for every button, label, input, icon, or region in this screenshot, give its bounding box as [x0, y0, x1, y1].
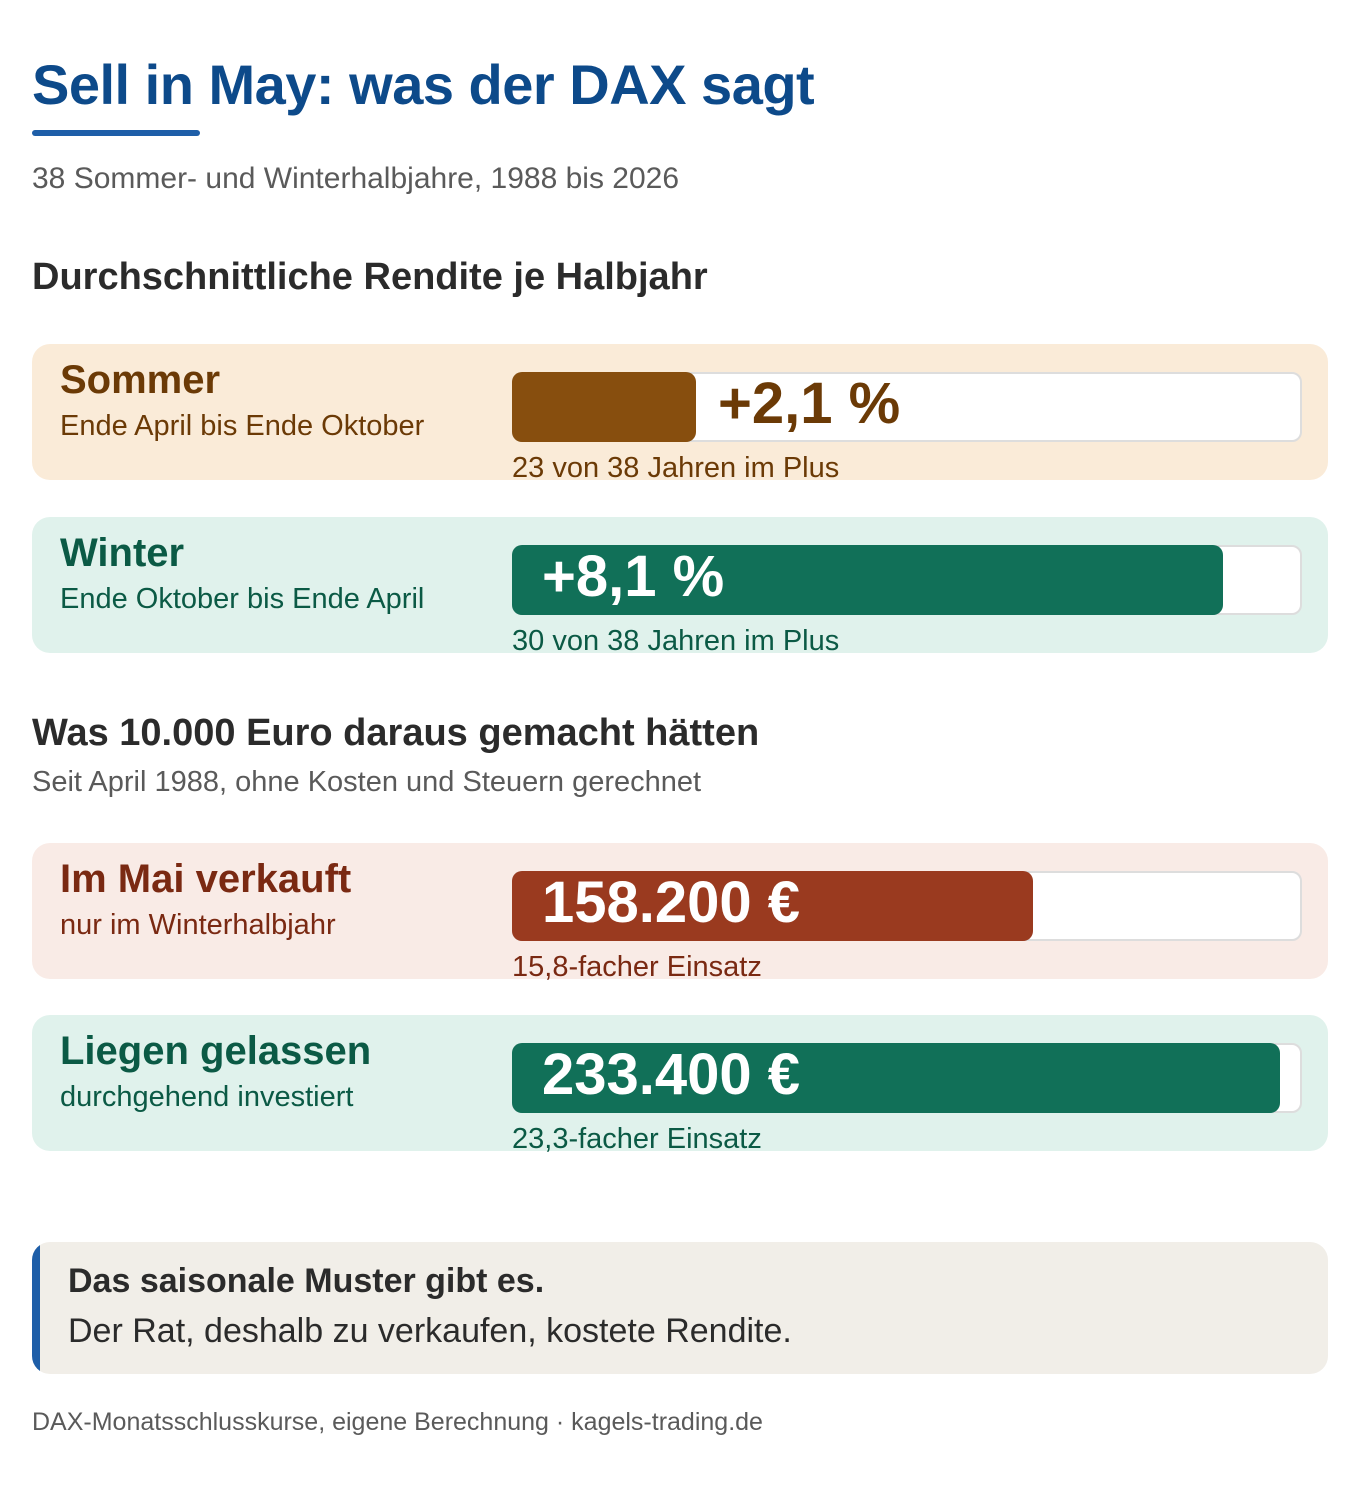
winter-value-label: +8,1 %: [542, 544, 725, 609]
held-card: Liegen gelassen durchgehend investiert 2…: [32, 1015, 1328, 1155]
held-title: Liegen gelassen: [60, 1029, 372, 1073]
page-subtitle: 38 Sommer- und Winterhalbjahre, 1988 bis…: [32, 162, 680, 195]
section-sub-investment: Seit April 1988, ohne Kosten und Steuern…: [32, 766, 702, 798]
sold-in-may-desc: nur im Winterhalbjahr: [60, 909, 336, 941]
sold-in-may-bar: [512, 871, 1033, 941]
held-bar: [512, 1043, 1280, 1113]
summer-desc: Ende April bis Ende Oktober: [60, 410, 425, 442]
sold-in-may-note: 15,8-facher Einsatz: [512, 951, 762, 983]
page-title: Sell in May: was der DAX sagt: [32, 53, 815, 116]
takeaway-headline: Das saisonale Muster gibt es.: [68, 1262, 545, 1300]
held-desc: durchgehend investiert: [60, 1081, 354, 1113]
winter-desc: Ende Oktober bis Ende April: [60, 583, 425, 615]
winter-card: Winter Ende Oktober bis Ende April +8,1 …: [32, 517, 1328, 657]
takeaway-accent-bar: [32, 1242, 40, 1374]
source-note: DAX-Monatsschlusskurse, eigene Berechnun…: [32, 1408, 763, 1436]
summer-bar-track: +2,1 %: [512, 371, 1302, 442]
takeaway-text: Der Rat, deshalb zu verkaufen, kostete R…: [68, 1312, 792, 1350]
summer-title: Sommer: [60, 358, 221, 402]
winter-note: 30 von 38 Jahren im Plus: [512, 625, 840, 657]
held-note: 23,3-facher Einsatz: [512, 1123, 762, 1155]
sold-in-may-title: Im Mai verkauft: [60, 857, 352, 901]
summer-note: 23 von 38 Jahren im Plus: [512, 452, 840, 484]
sold-in-may-value-label: 158.200 €: [542, 870, 801, 935]
summer-value-label: +2,1 %: [718, 371, 901, 436]
sold-in-may-card: Im Mai verkauft nur im Winterhalbjahr 15…: [32, 843, 1328, 983]
summer-bar: [512, 372, 696, 442]
summer-card: Sommer Ende April bis Ende Oktober +2,1 …: [32, 344, 1328, 484]
held-bar-track: 233.400 €: [512, 1042, 1302, 1113]
held-value-label: 233.400 €: [542, 1042, 801, 1107]
section-heading-investment: Was 10.000 Euro daraus gemacht hätten: [32, 712, 760, 754]
takeaway-box: Das saisonale Muster gibt es. Der Rat, d…: [32, 1242, 1328, 1374]
title-underline: [32, 130, 200, 136]
sold-in-may-bar-track: 158.200 €: [512, 870, 1302, 941]
section-heading-returns: Durchschnittliche Rendite je Halbjahr: [32, 256, 708, 298]
winter-bar-track: +8,1 %: [512, 544, 1302, 615]
winter-title: Winter: [60, 531, 185, 575]
winter-bar: [512, 545, 1223, 615]
